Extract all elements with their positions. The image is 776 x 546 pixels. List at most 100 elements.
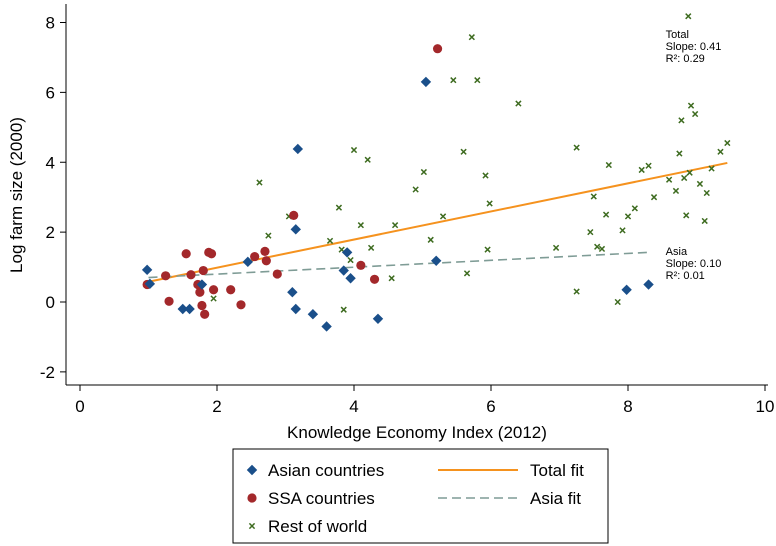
x-tick-label: 2 xyxy=(212,397,221,416)
ssa-point xyxy=(261,256,271,266)
row-point xyxy=(624,213,632,220)
x-tick-label: 0 xyxy=(75,397,84,416)
legend-box xyxy=(232,448,609,544)
legend-label: Rest of world xyxy=(268,517,367,536)
row-point xyxy=(681,174,688,182)
x-tick-label: 8 xyxy=(623,397,632,416)
row-point xyxy=(335,204,343,211)
row-point xyxy=(665,176,673,183)
y-tick-label: 4 xyxy=(46,153,55,172)
row-point xyxy=(256,179,263,186)
row-point xyxy=(724,139,731,147)
row-point xyxy=(391,222,399,229)
y-tick-label: 2 xyxy=(46,223,55,242)
row-point xyxy=(482,172,489,179)
row-point xyxy=(638,166,645,174)
row-point xyxy=(686,169,693,176)
row-point xyxy=(703,189,710,197)
row-point xyxy=(357,222,364,229)
ssa-point xyxy=(198,265,208,276)
asian-point xyxy=(341,247,353,258)
asian-point xyxy=(287,287,298,298)
asian-point xyxy=(292,143,304,155)
ssa-point xyxy=(181,249,191,259)
asian-point xyxy=(196,279,208,290)
y-tick-label: 8 xyxy=(46,14,55,33)
ssa-point xyxy=(200,309,210,319)
row-point xyxy=(484,246,491,253)
axis-ticks: -2 0 2 4 6 8 0 2 4 6 8 10 xyxy=(40,14,775,417)
legend-item: Rest of world xyxy=(248,517,367,536)
asian-point xyxy=(420,76,432,88)
row-point xyxy=(594,243,601,250)
row-point xyxy=(676,150,683,157)
asian-point xyxy=(372,313,384,324)
legend-label: Asian countries xyxy=(268,461,384,480)
row-point xyxy=(708,165,715,172)
row-point xyxy=(573,288,580,295)
ssa-point xyxy=(195,287,205,297)
ssa-point xyxy=(356,260,366,270)
x-tick-label: 6 xyxy=(486,397,495,416)
legend-item: Asian countries xyxy=(246,461,384,480)
row-point xyxy=(587,228,594,236)
row-point xyxy=(210,295,217,302)
asian-point xyxy=(141,264,153,276)
ssa-point xyxy=(369,274,380,284)
annotation-line: Asia xyxy=(666,246,688,258)
legend-items: Asian countries Total fit SSA countries Asi… xyxy=(246,461,584,536)
asian-point xyxy=(144,278,156,290)
legend-label: SSA countries xyxy=(268,489,375,508)
asia-fit-annotation: Asia Slope: 0.10 R²: 0.01 xyxy=(666,246,722,282)
ssa-point xyxy=(206,249,217,259)
asian-point xyxy=(621,284,632,295)
ssa-point xyxy=(250,251,260,262)
row-point xyxy=(650,194,658,201)
annotation-line: Slope: 0.41 xyxy=(666,41,722,53)
row-point xyxy=(631,205,638,212)
ssa-point xyxy=(226,285,236,295)
row-point xyxy=(605,161,612,169)
row-point xyxy=(687,102,695,109)
asia-fit-line xyxy=(148,251,649,279)
legend-label: Asia fit xyxy=(530,489,581,508)
y-tick-label: 0 xyxy=(46,293,55,312)
row-point xyxy=(598,245,606,253)
legend-label: Total fit xyxy=(530,461,584,480)
asian-point xyxy=(290,224,301,235)
x-tick-label: 4 xyxy=(349,397,358,416)
data-points xyxy=(141,13,731,332)
row-point xyxy=(678,117,685,124)
y-axis-title: Log farm size (2000) xyxy=(7,117,26,273)
row-point xyxy=(474,77,481,84)
ssa-point xyxy=(161,271,171,281)
ssa-point xyxy=(432,44,443,54)
row-point xyxy=(614,298,621,306)
row-point xyxy=(515,100,522,107)
row-point xyxy=(364,156,371,163)
legend-marker xyxy=(247,493,257,503)
ssa-point xyxy=(236,300,246,310)
ssa-point xyxy=(186,270,196,280)
row-point xyxy=(685,13,692,20)
asian-point xyxy=(307,309,319,320)
annotation-line: Slope: 0.10 xyxy=(666,258,722,270)
row-point xyxy=(350,146,358,154)
legend-item: Total fit xyxy=(438,461,584,480)
row-point xyxy=(412,186,419,193)
row-point xyxy=(367,244,375,251)
row-point xyxy=(645,162,652,169)
row-point xyxy=(486,200,493,207)
row-point xyxy=(602,211,610,218)
row-point xyxy=(265,232,272,239)
legend: Asian countries Total fit SSA countries Asi… xyxy=(232,448,609,544)
row-point xyxy=(468,34,475,41)
asian-point xyxy=(177,303,188,315)
asian-point xyxy=(338,265,349,276)
ssa-point xyxy=(164,296,174,306)
annotation-line: R²: 0.01 xyxy=(666,270,705,282)
y-tick-label: -2 xyxy=(40,363,55,382)
row-point xyxy=(439,213,447,220)
